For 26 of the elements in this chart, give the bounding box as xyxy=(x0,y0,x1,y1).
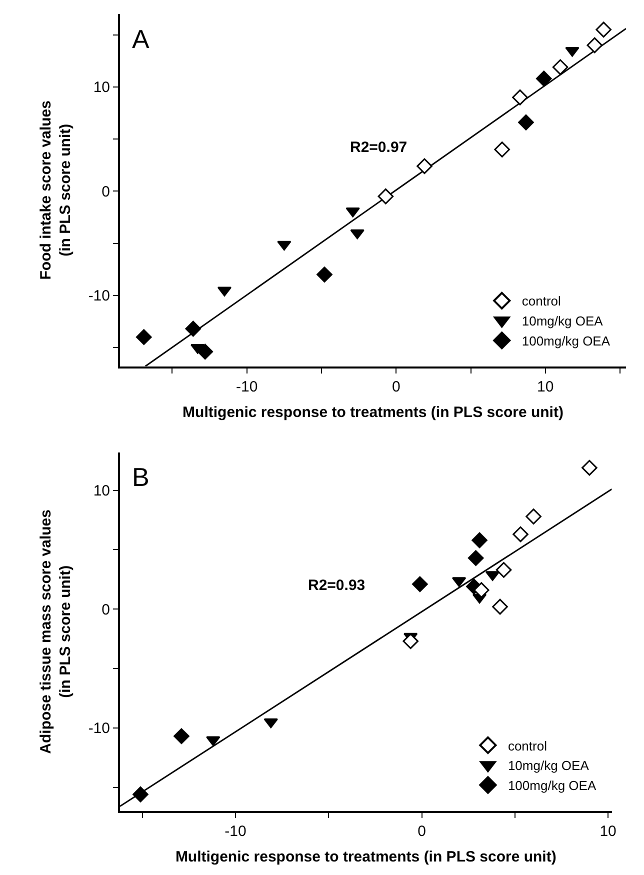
y-tick-label: -10 xyxy=(88,288,110,305)
annotation: R2=0.93 xyxy=(308,577,366,594)
y-tick-label: 10 xyxy=(93,482,110,500)
x-tick-label: 0 xyxy=(392,378,400,396)
x-tick-label: 10 xyxy=(537,378,554,396)
x-tick-label: -10 xyxy=(236,378,258,396)
y-tick-label: 0 xyxy=(102,601,110,618)
chart-title: B xyxy=(132,462,150,492)
y-tick-label: 10 xyxy=(93,79,110,96)
y-axis-title: Food intake score values (in PLS score unit) xyxy=(38,100,74,280)
y-tick-label: -10 xyxy=(88,720,110,738)
legend-label: 100mg/kg OEA xyxy=(508,778,596,794)
legend-label: control xyxy=(522,294,561,309)
legend-label: control xyxy=(508,738,548,754)
annotation: R2=0.97 xyxy=(350,139,408,156)
y-axis-title: Adipose tissue mass score values (in PLS score unit) xyxy=(38,510,74,754)
x-tick-label: 0 xyxy=(418,823,426,840)
legend-label: 10mg/kg OEA xyxy=(522,314,604,329)
x-axis-title: Multigenic response to treatments (in PLS score unit) xyxy=(175,848,556,866)
y-tick-label: 0 xyxy=(102,183,110,200)
x-tick-label: -10 xyxy=(224,823,246,840)
legend-label: 10mg/kg OEA xyxy=(508,758,590,774)
x-tick-label: 10 xyxy=(600,823,616,840)
x-axis-title: Multigenic response to treatments (in PLS score unit) xyxy=(182,404,564,421)
chart-title: A xyxy=(132,24,150,54)
legend-label: 100mg/kg OEA xyxy=(522,334,610,349)
